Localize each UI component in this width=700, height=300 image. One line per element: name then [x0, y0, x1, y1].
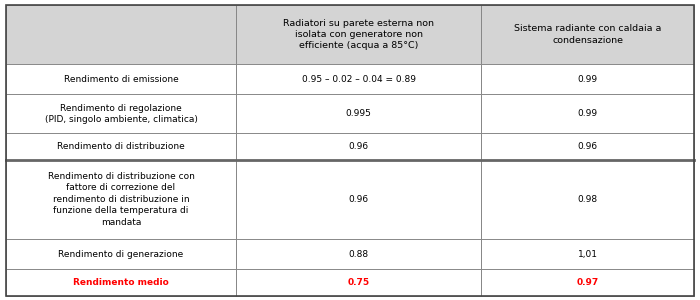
Text: 0.95 – 0.02 – 0.04 = 0.89: 0.95 – 0.02 – 0.04 = 0.89	[302, 75, 416, 84]
Bar	[237, 239, 481, 269]
Bar	[481, 133, 694, 160]
Bar	[481, 94, 694, 133]
Bar	[481, 239, 694, 269]
Text: 0.995: 0.995	[346, 109, 372, 118]
Bar	[481, 269, 694, 296]
Bar	[237, 64, 481, 94]
Bar	[6, 239, 237, 269]
Bar	[6, 4, 237, 64]
Bar	[237, 94, 481, 133]
Text: Rendimento di emissione: Rendimento di emissione	[64, 75, 178, 84]
Text: 0.88: 0.88	[349, 250, 369, 259]
Bar	[6, 160, 237, 239]
Text: Rendimento di distribuzione con
fattore di correzione del
rendimento di distribu: Rendimento di distribuzione con fattore …	[48, 172, 195, 227]
Bar	[481, 64, 694, 94]
Text: Rendimento di distribuzione: Rendimento di distribuzione	[57, 142, 185, 151]
Bar	[6, 133, 237, 160]
Text: 1,01: 1,01	[578, 250, 598, 259]
Bar	[237, 133, 481, 160]
Bar	[481, 64, 694, 94]
Text: Sistema radiante con caldaia a
condensazione: Sistema radiante con caldaia a condensaz…	[514, 24, 662, 45]
Bar	[481, 4, 694, 64]
Bar	[237, 94, 481, 133]
Bar	[6, 4, 237, 64]
Bar	[237, 160, 481, 239]
Bar	[237, 160, 481, 239]
Text: Radiatori su parete esterna non
isolata con generatore non
efficiente (acqua a 8: Radiatori su parete esterna non isolata …	[283, 19, 434, 50]
Bar	[481, 269, 694, 296]
Bar	[6, 269, 237, 296]
Bar	[6, 64, 237, 94]
Bar	[237, 4, 481, 64]
Bar	[6, 64, 237, 94]
Text: 0.99: 0.99	[578, 75, 598, 84]
Bar	[6, 160, 237, 239]
Bar	[481, 4, 694, 64]
Text: 0.96: 0.96	[349, 142, 369, 151]
Bar	[481, 160, 694, 239]
Bar	[6, 133, 237, 160]
Bar	[6, 269, 237, 296]
Bar	[237, 269, 481, 296]
Bar	[237, 4, 481, 64]
Bar	[481, 160, 694, 239]
Bar	[481, 239, 694, 269]
Text: 0.99: 0.99	[578, 109, 598, 118]
Text: Rendimento medio: Rendimento medio	[73, 278, 169, 287]
Text: 0.97: 0.97	[577, 278, 598, 287]
Text: 0.96: 0.96	[578, 142, 598, 151]
Bar	[237, 269, 481, 296]
Bar	[481, 133, 694, 160]
Text: Rendimento di generazione: Rendimento di generazione	[58, 250, 183, 259]
Bar	[481, 94, 694, 133]
Bar	[6, 94, 237, 133]
Bar	[237, 64, 481, 94]
Bar	[6, 94, 237, 133]
Text: 0.96: 0.96	[349, 195, 369, 204]
Bar	[237, 239, 481, 269]
Text: 0.75: 0.75	[347, 278, 370, 287]
Bar	[6, 239, 237, 269]
Bar	[237, 133, 481, 160]
Text: Rendimento di regolazione
(PID, singolo ambiente, climatica): Rendimento di regolazione (PID, singolo …	[45, 103, 197, 124]
Text: 0.98: 0.98	[578, 195, 598, 204]
